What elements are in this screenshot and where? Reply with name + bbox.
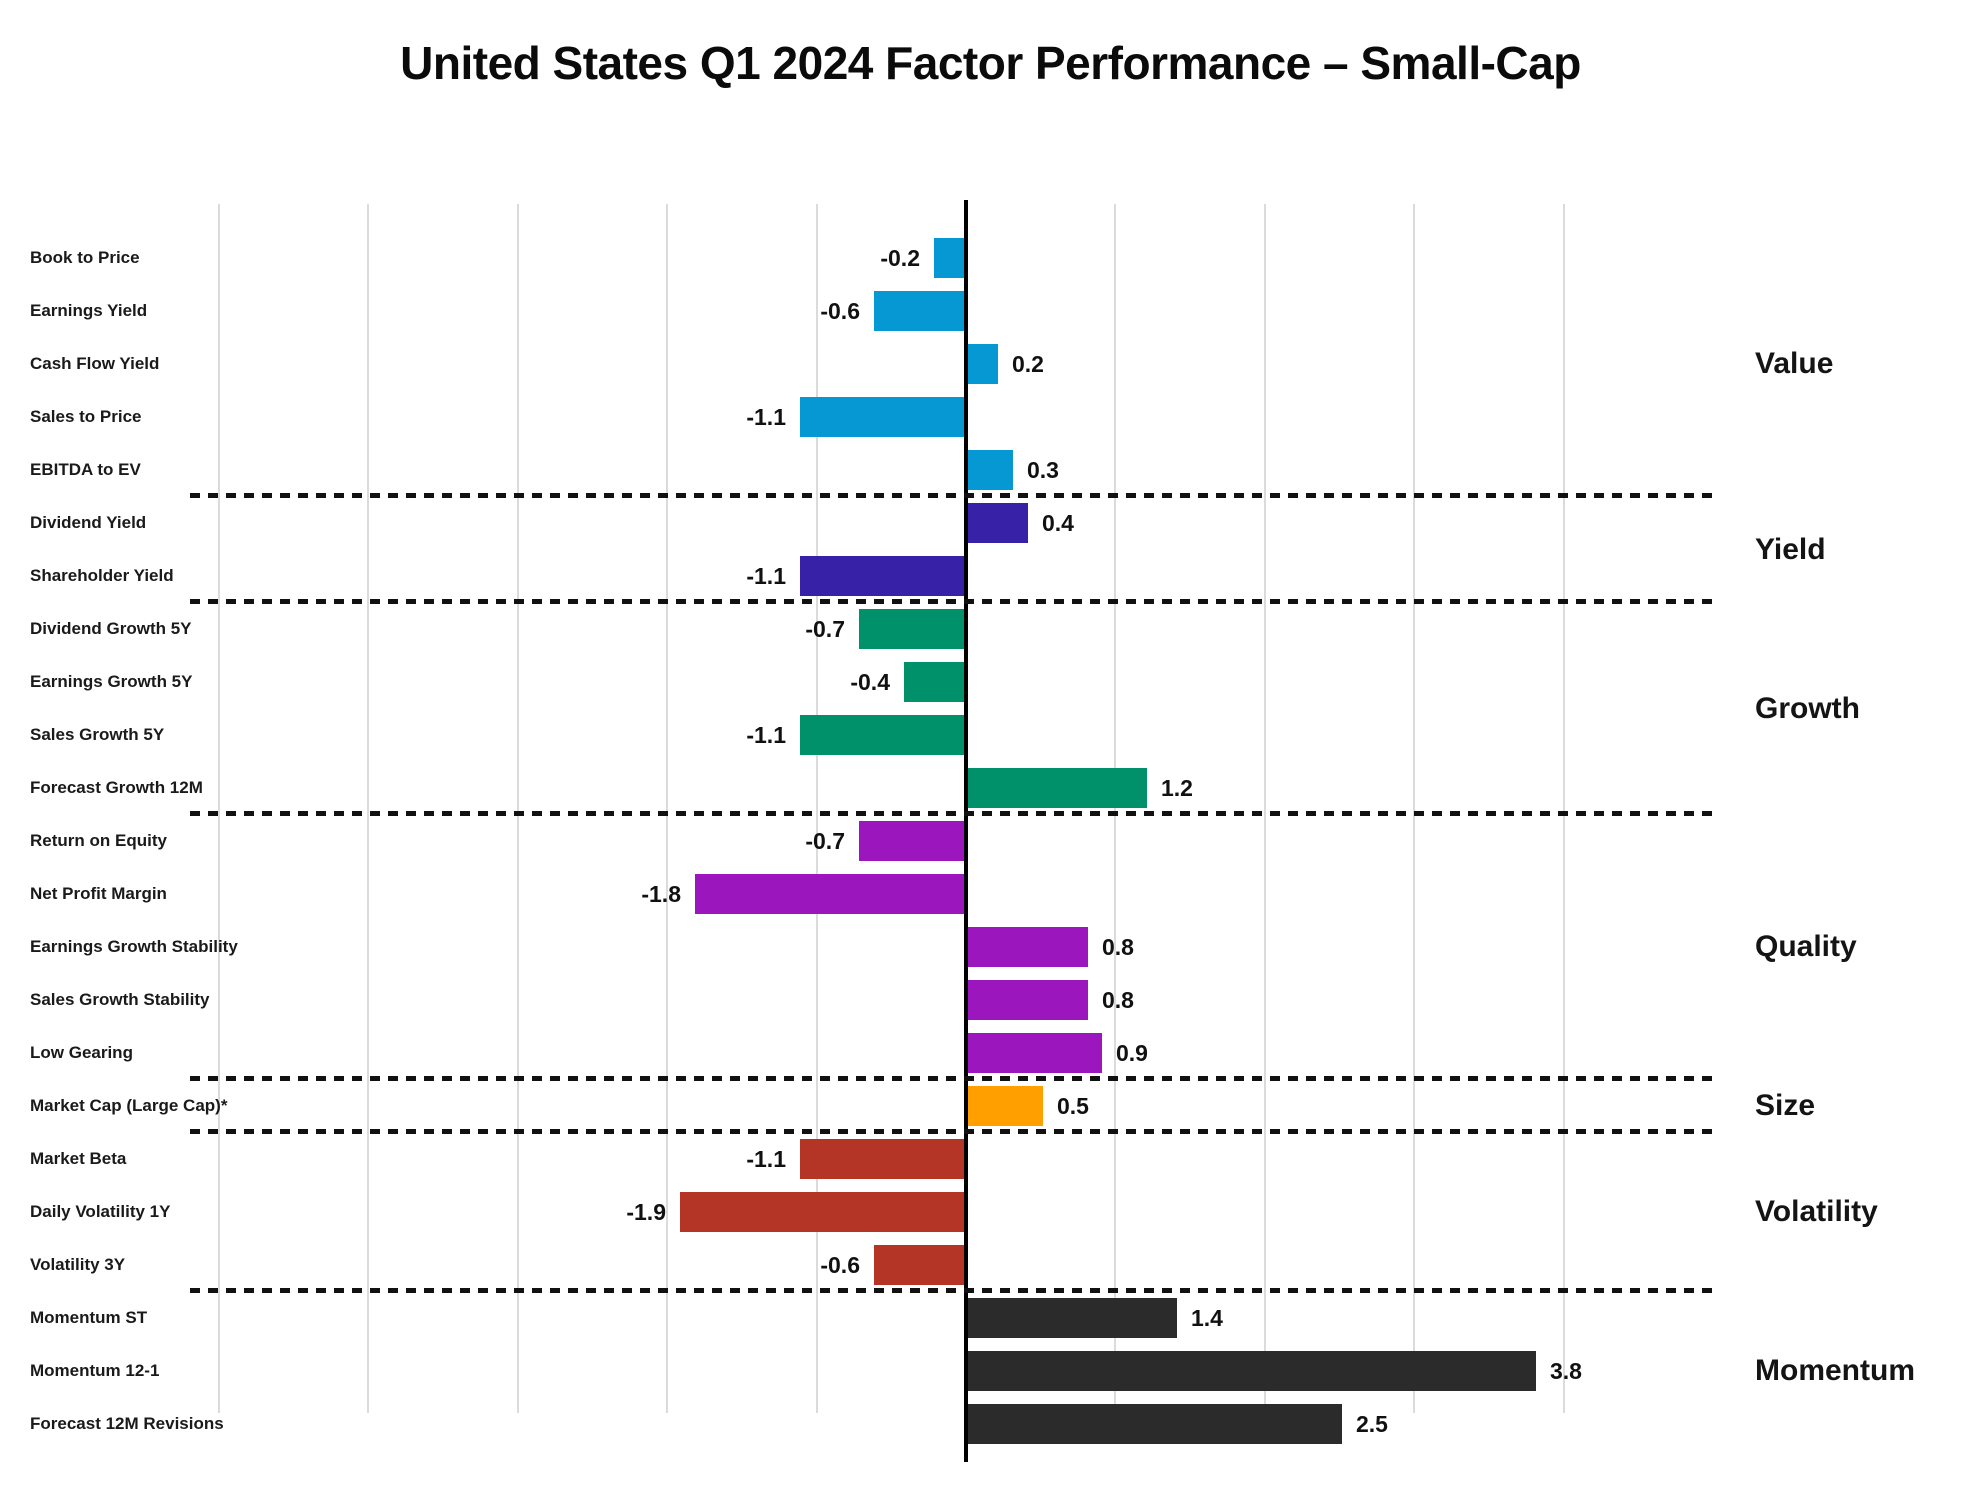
group-label-growth: Growth <box>1755 692 1860 725</box>
gridline <box>1264 204 1266 1413</box>
factor-bar <box>800 715 964 755</box>
bar-value-label: -0.7 <box>805 828 845 854</box>
factor-label: Dividend Yield <box>30 513 147 532</box>
bar-value-label: -0.4 <box>850 669 890 695</box>
factor-bar <box>968 980 1088 1020</box>
zero-axis-line <box>964 200 968 1462</box>
bar-value-label: 0.5 <box>1057 1093 1089 1119</box>
factor-label: Market Cap (Large Cap)* <box>30 1096 228 1115</box>
group-separator <box>190 493 1714 498</box>
bar-value-label: -1.1 <box>746 722 786 748</box>
group-separator <box>190 1288 1714 1293</box>
factor-bar <box>800 1139 964 1179</box>
factor-bar <box>968 1086 1043 1126</box>
factor-label: Net Profit Margin <box>30 884 167 903</box>
bar-value-label: 0.3 <box>1027 457 1059 483</box>
factor-label: Dividend Growth 5Y <box>30 619 192 638</box>
gridline <box>218 204 220 1413</box>
factor-label: Cash Flow Yield <box>30 354 160 373</box>
bar-value-label: 1.2 <box>1161 775 1193 801</box>
factor-label: Shareholder Yield <box>30 566 174 585</box>
gridline <box>816 204 818 1413</box>
factor-label: Momentum 12-1 <box>30 1361 160 1380</box>
group-label-quality: Quality <box>1755 930 1857 963</box>
bar-value-label: 0.4 <box>1042 510 1074 536</box>
factor-bar <box>904 662 964 702</box>
bar-value-label: -0.6 <box>820 298 860 324</box>
bar-value-label: 0.9 <box>1116 1040 1148 1066</box>
factor-bar <box>934 238 964 278</box>
factor-bar <box>695 874 964 914</box>
factor-bar <box>800 556 964 596</box>
gridline <box>666 204 668 1413</box>
gridline <box>1114 204 1116 1413</box>
factor-label: Sales to Price <box>30 407 142 426</box>
group-label-value: Value <box>1755 347 1834 380</box>
factor-label: Earnings Growth Stability <box>30 937 238 956</box>
factor-label: Return on Equity <box>30 831 167 850</box>
bar-value-label: -1.1 <box>746 563 786 589</box>
bar-value-label: -1.1 <box>746 404 786 430</box>
bar-value-label: 0.8 <box>1102 987 1134 1013</box>
factor-bar <box>968 503 1028 543</box>
gridline <box>517 204 519 1413</box>
bar-value-label: -0.2 <box>880 245 920 271</box>
factor-label: Book to Price <box>30 248 140 267</box>
group-separator <box>190 811 1714 816</box>
factor-bar <box>859 821 964 861</box>
bar-value-label: 0.8 <box>1102 934 1134 960</box>
bar-value-label: -1.1 <box>746 1146 786 1172</box>
factor-bar <box>968 1298 1177 1338</box>
bar-value-label: -0.7 <box>805 616 845 642</box>
bar-value-label: -1.8 <box>641 881 681 907</box>
gridline <box>1563 204 1565 1413</box>
factor-bar <box>968 927 1088 967</box>
gridline <box>1413 204 1415 1413</box>
factor-bar <box>800 397 964 437</box>
factor-label: Sales Growth 5Y <box>30 725 165 744</box>
bar-value-label: -0.6 <box>820 1252 860 1278</box>
bar-value-label: -1.9 <box>626 1199 666 1225</box>
factor-label: Forecast Growth 12M <box>30 778 203 797</box>
factor-label: Earnings Yield <box>30 301 148 320</box>
bar-value-label: 0.2 <box>1012 351 1044 377</box>
factor-bar <box>968 1404 1342 1444</box>
factor-label: Volatility 3Y <box>30 1255 126 1274</box>
group-separator <box>190 599 1714 604</box>
factor-label: Daily Volatility 1Y <box>30 1202 171 1221</box>
factor-bar <box>859 609 964 649</box>
factor-bar <box>968 1033 1102 1073</box>
factor-label: Sales Growth Stability <box>30 990 210 1009</box>
bar-value-label: 1.4 <box>1191 1305 1223 1331</box>
factor-label: Earnings Growth 5Y <box>30 672 193 691</box>
factor-bar <box>968 1351 1536 1391</box>
factor-bar <box>968 344 998 384</box>
factor-label: Forecast 12M Revisions <box>30 1414 224 1433</box>
group-separator <box>190 1129 1714 1134</box>
bar-value-label: 3.8 <box>1550 1358 1582 1384</box>
chart-title: United States Q1 2024 Factor Performance… <box>400 37 1581 89</box>
group-label-volatility: Volatility <box>1755 1195 1878 1228</box>
factor-label: Low Gearing <box>30 1043 133 1062</box>
factor-bar <box>968 450 1013 490</box>
factor-bar <box>968 768 1147 808</box>
group-label-momentum: Momentum <box>1755 1354 1915 1387</box>
gridline <box>367 204 369 1413</box>
factor-bar <box>874 1245 964 1285</box>
factor-label: EBITDA to EV <box>30 460 141 479</box>
factor-label: Momentum ST <box>30 1308 148 1327</box>
factor-bar <box>680 1192 964 1232</box>
factor-bar <box>874 291 964 331</box>
group-separator <box>190 1076 1714 1081</box>
bar-value-label: 2.5 <box>1356 1411 1388 1437</box>
factor-label: Market Beta <box>30 1149 127 1168</box>
group-label-yield: Yield <box>1755 533 1826 566</box>
group-label-size: Size <box>1755 1089 1816 1122</box>
